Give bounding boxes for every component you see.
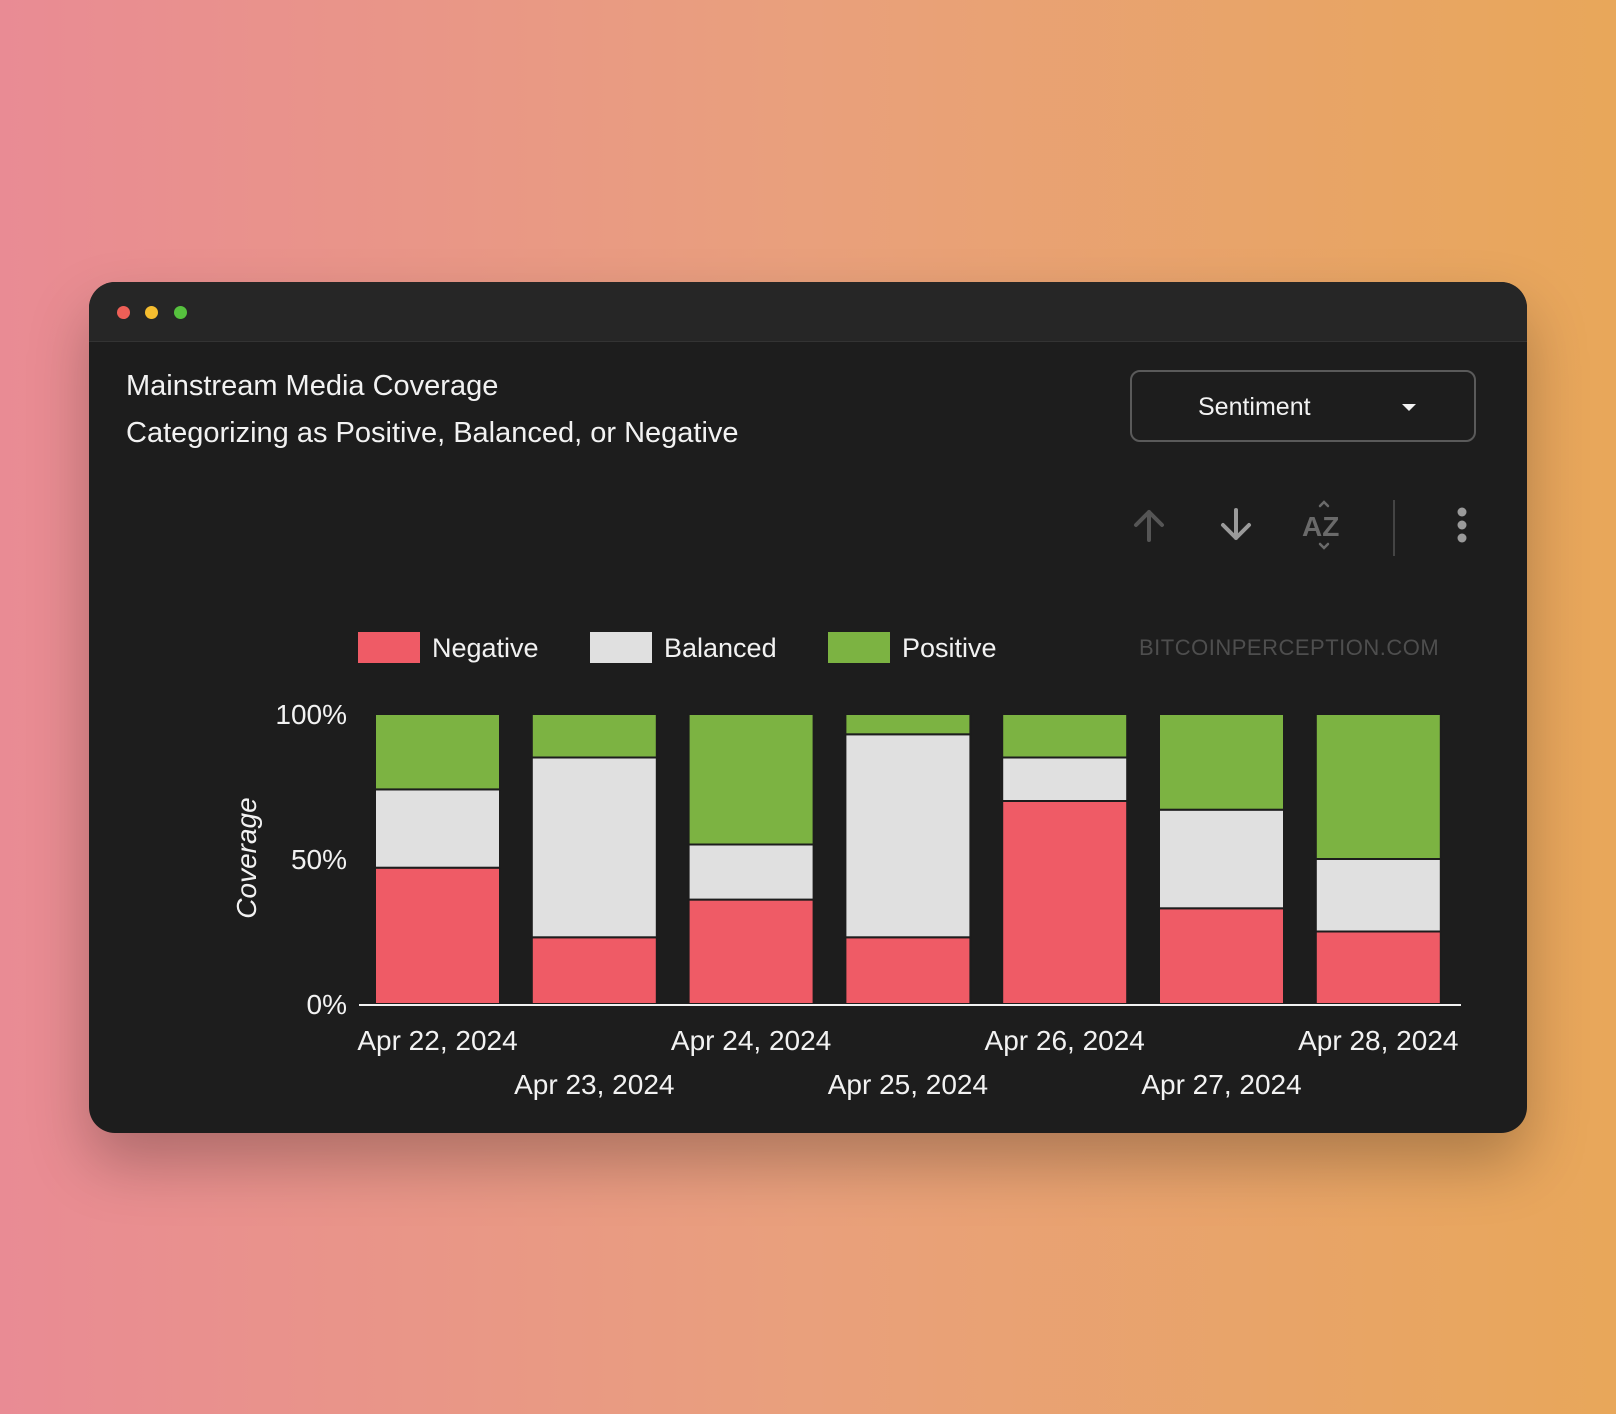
legend-label-negative: Negative (432, 633, 539, 663)
bar-positive-4 (1001, 713, 1129, 759)
toolbar-divider (1393, 500, 1395, 556)
sort-ascending-button[interactable] (1124, 500, 1174, 550)
legend-swatch-balanced (590, 632, 652, 663)
bar-balanced-0 (374, 788, 501, 869)
sort-descending-icon (1221, 508, 1251, 540)
y-tick-label: 100% (275, 699, 347, 730)
caret-down-icon (1402, 404, 1416, 411)
chart-subtitle: Categorizing as Positive, Balanced, or N… (126, 417, 739, 449)
bar-balanced-6 (1314, 858, 1442, 933)
legend-swatch-positive (828, 632, 890, 663)
watermark: BITCOINPERCEPTION.COM (1139, 635, 1440, 660)
legend-label-positive: Positive (902, 633, 997, 663)
bar-negative-0 (374, 866, 501, 1006)
metric-dropdown-value: Sentiment (1198, 393, 1311, 421)
app-window: Mainstream Media Coverage Categorizing a… (89, 282, 1527, 1133)
sort-descending-button[interactable] (1211, 500, 1261, 550)
bar-negative-2 (687, 898, 815, 1005)
maximize-window-button[interactable] (174, 306, 187, 319)
x-tick-label: Apr 25, 2024 (828, 1069, 988, 1100)
more-options-button[interactable] (1437, 500, 1487, 550)
x-tick-label: Apr 28, 2024 (1298, 1025, 1458, 1056)
bar-negative-5 (1158, 907, 1285, 1005)
y-tick-label: 50% (291, 844, 347, 875)
bar-positive-0 (374, 713, 501, 791)
stacked-bar-chart: Apr 22, 2024 Apr 23, 2024 Apr 24, 2024 Apr … (275, 699, 1461, 1100)
minimize-window-button[interactable] (145, 306, 158, 319)
bar-negative-6 (1314, 930, 1442, 1005)
metric-dropdown[interactable]: Sentiment (1130, 370, 1476, 442)
bar-negative-4 (1001, 800, 1129, 1005)
bar-negative-3 (844, 936, 972, 1005)
x-tick-label: Apr 26, 2024 (985, 1025, 1145, 1056)
bar-positive-5 (1158, 713, 1285, 811)
sort-ascending-icon (1134, 510, 1164, 542)
close-window-button[interactable] (117, 306, 130, 319)
x-tick-label: Apr 22, 2024 (357, 1025, 517, 1056)
x-tick-label: Apr 24, 2024 (671, 1025, 831, 1056)
bar-positive-2 (687, 713, 815, 846)
bar-negative-1 (530, 936, 658, 1005)
bar-positive-6 (1314, 713, 1442, 860)
bar-balanced-4 (1001, 756, 1129, 802)
bar-positive-3 (844, 713, 972, 736)
sort-alphabetical-icon: AZ (1302, 500, 1339, 550)
bar-balanced-5 (1158, 808, 1285, 910)
chart-title: Mainstream Media Coverage (126, 370, 499, 402)
bar-balanced-2 (687, 843, 815, 901)
x-tick-label: Apr 23, 2024 (514, 1069, 674, 1100)
bar-balanced-3 (844, 733, 972, 939)
legend-swatch-negative (358, 632, 420, 663)
x-tick-label: Apr 27, 2024 (1141, 1069, 1301, 1100)
bar-balanced-1 (530, 756, 658, 939)
y-tick-label: 0% (307, 989, 347, 1020)
title-bar (89, 282, 1527, 342)
legend-label-balanced: Balanced (664, 633, 777, 663)
sort-alphabetical-button[interactable]: AZ (1299, 500, 1349, 550)
more-options-icon (1457, 507, 1467, 543)
svg-text:AZ: AZ (1302, 511, 1339, 542)
bar-positive-1 (530, 713, 658, 759)
